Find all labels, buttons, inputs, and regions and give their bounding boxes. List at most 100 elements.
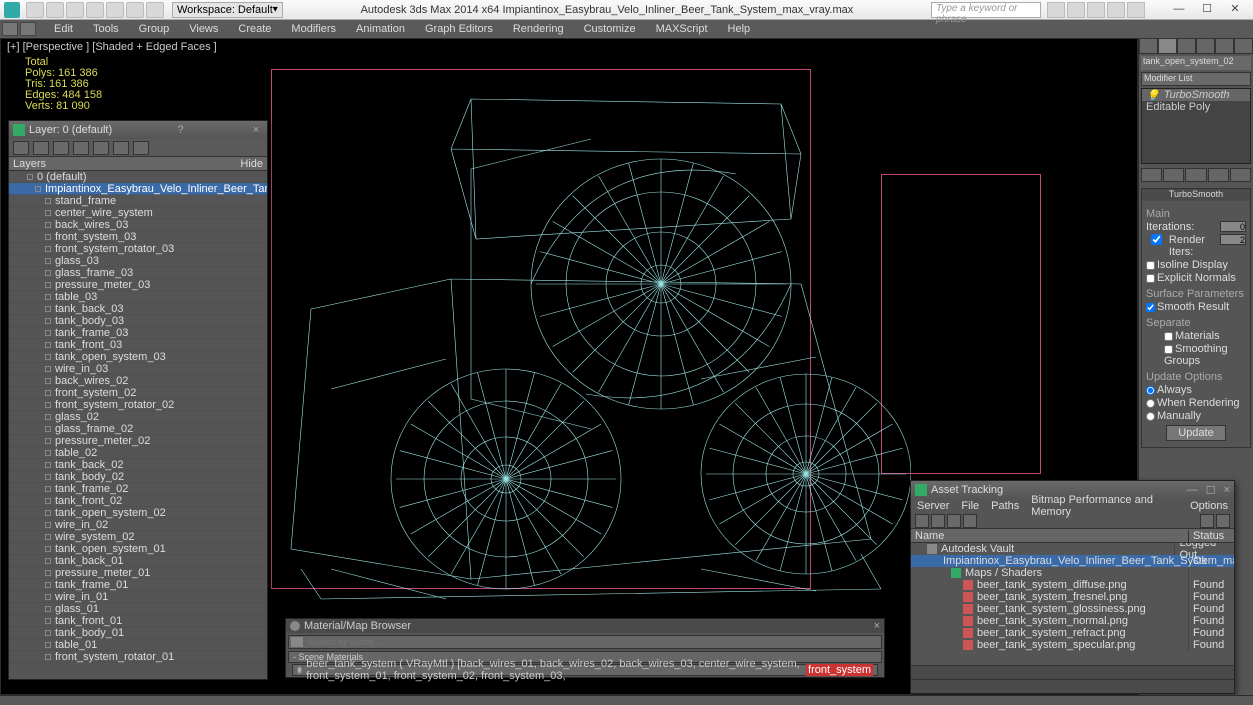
render-iters-checkbox[interactable] <box>1146 234 1167 245</box>
tab-modify[interactable] <box>1158 38 1177 54</box>
layer-node[interactable]: tank_front_02 <box>9 495 267 507</box>
configure-sets-icon[interactable] <box>1230 168 1251 182</box>
help-icon[interactable] <box>1216 514 1230 528</box>
render-iters-spinner[interactable] <box>1220 234 1246 245</box>
workspace-selector[interactable]: Workspace: Default ▾ <box>172 2 283 18</box>
tab-utilities[interactable] <box>1234 38 1253 54</box>
stack-item-editable-poly[interactable]: Editable Poly <box>1142 101 1250 113</box>
minimize-button[interactable]: — <box>1187 484 1198 497</box>
modifier-stack[interactable]: 💡TurboSmooth Editable Poly <box>1141 88 1251 164</box>
close-button[interactable]: ✕ <box>1221 1 1249 19</box>
menu-customize[interactable]: Customize <box>574 22 646 36</box>
layer-node[interactable]: front_system_02 <box>9 387 267 399</box>
layer-node[interactable]: center_wire_system <box>9 207 267 219</box>
signin-icon[interactable] <box>1067 2 1085 18</box>
asset-row[interactable]: beer_tank_system_specular.pngFound <box>911 639 1234 651</box>
qat-btn[interactable] <box>106 2 124 18</box>
update-button[interactable]: Update <box>1166 425 1226 441</box>
help-icon[interactable] <box>1127 2 1145 18</box>
menu-group[interactable]: Group <box>129 22 180 36</box>
layer-node[interactable]: glass_frame_03 <box>9 267 267 279</box>
asset-menu-server[interactable]: Server <box>917 500 949 512</box>
search-icon[interactable] <box>291 637 303 647</box>
object-name-field[interactable]: tank_open_system_02 <box>1141 56 1251 70</box>
asset-row[interactable]: beer_tank_system_fresnel.pngFound <box>911 591 1234 603</box>
delete-layer-icon[interactable] <box>33 141 49 155</box>
asset-row[interactable]: beer_tank_system_glossiness.pngFound <box>911 603 1234 615</box>
layer-node[interactable]: tank_back_01 <box>9 555 267 567</box>
smooth-result-checkbox[interactable] <box>1146 303 1155 312</box>
maximize-button[interactable]: ☐ <box>1193 1 1221 19</box>
layer-node[interactable]: glass_02 <box>9 411 267 423</box>
layer-node[interactable]: 0 (default) <box>9 171 267 183</box>
pin-stack-icon[interactable] <box>1141 168 1162 182</box>
asset-menu-file[interactable]: File <box>961 500 979 512</box>
close-icon[interactable]: × <box>249 124 263 136</box>
layer-node[interactable]: tank_frame_03 <box>9 327 267 339</box>
refresh-icon[interactable] <box>915 514 929 528</box>
hide-unhide-icon[interactable] <box>113 141 129 155</box>
app-icon[interactable] <box>4 2 20 18</box>
isoline-checkbox[interactable] <box>1146 261 1155 270</box>
asset-menu-paths[interactable]: Paths <box>991 500 1019 512</box>
layer-window-header[interactable]: Layer: 0 (default) ? × <box>9 121 267 139</box>
asset-row[interactable]: beer_tank_system_normal.pngFound <box>911 615 1234 627</box>
toolbar-icon[interactable] <box>20 22 36 36</box>
search-icon[interactable] <box>1047 2 1065 18</box>
help-icon[interactable]: ? <box>178 124 184 136</box>
smoothing-groups-checkbox[interactable] <box>1164 345 1173 354</box>
qat-btn[interactable] <box>66 2 84 18</box>
status-icon[interactable] <box>931 514 945 528</box>
close-icon[interactable]: × <box>874 620 880 632</box>
layer-node[interactable]: glass_frame_02 <box>9 423 267 435</box>
layer-node[interactable]: back_wires_03 <box>9 219 267 231</box>
layer-node[interactable]: wire_in_01 <box>9 591 267 603</box>
update-manually-radio[interactable] <box>1146 412 1155 421</box>
layer-node[interactable]: tank_back_02 <box>9 459 267 471</box>
layer-node[interactable]: pressure_meter_01 <box>9 567 267 579</box>
menu-help[interactable]: Help <box>718 22 761 36</box>
layer-node[interactable]: wire_in_02 <box>9 519 267 531</box>
new-layer-icon[interactable] <box>13 141 29 155</box>
material-search-input[interactable] <box>305 637 881 647</box>
update-when-rendering-radio[interactable] <box>1146 399 1155 408</box>
layer-node[interactable]: stand_frame <box>9 195 267 207</box>
layer-node[interactable]: tank_front_01 <box>9 615 267 627</box>
layer-node[interactable]: table_03 <box>9 291 267 303</box>
menu-modifiers[interactable]: Modifiers <box>281 22 346 36</box>
asset-row[interactable]: Impiantinox_Easybrau_Velo_Inliner_Beer_T… <box>911 555 1234 567</box>
materials-checkbox[interactable] <box>1164 332 1173 341</box>
update-always-radio[interactable] <box>1146 386 1155 395</box>
select-highlight-icon[interactable] <box>73 141 89 155</box>
show-end-result-icon[interactable] <box>1163 168 1184 182</box>
layer-node[interactable]: front_system_rotator_03 <box>9 243 267 255</box>
layer-node[interactable]: tank_front_03 <box>9 339 267 351</box>
tab-create[interactable] <box>1139 38 1158 54</box>
menu-views[interactable]: Views <box>179 22 228 36</box>
asset-tree[interactable]: Autodesk VaultLogged OutImpiantinox_Easy… <box>911 543 1234 665</box>
layer-node[interactable]: tank_frame_02 <box>9 483 267 495</box>
tab-hierarchy[interactable] <box>1177 38 1196 54</box>
highlight-select-icon[interactable] <box>93 141 109 155</box>
layer-node[interactable]: tank_frame_01 <box>9 579 267 591</box>
menu-tools[interactable]: Tools <box>83 22 129 36</box>
explicit-normals-checkbox[interactable] <box>1146 274 1155 283</box>
remove-modifier-icon[interactable] <box>1208 168 1229 182</box>
add-to-layer-icon[interactable] <box>53 141 69 155</box>
layer-node[interactable]: pressure_meter_02 <box>9 435 267 447</box>
layer-tree[interactable]: 0 (default)Impiantinox_Easybrau_Velo_Inl… <box>9 171 267 679</box>
help-search-input[interactable]: Type a keyword or phrase <box>931 2 1041 18</box>
tab-motion[interactable] <box>1196 38 1215 54</box>
maximize-button[interactable]: ☐ <box>1206 484 1216 497</box>
qat-btn[interactable] <box>126 2 144 18</box>
layer-node[interactable]: tank_open_system_03 <box>9 351 267 363</box>
layer-node[interactable]: pressure_meter_03 <box>9 279 267 291</box>
qat-btn[interactable] <box>46 2 64 18</box>
layer-node[interactable]: table_01 <box>9 639 267 651</box>
make-unique-icon[interactable] <box>1185 168 1206 182</box>
layer-node[interactable]: front_system_rotator_01 <box>9 651 267 663</box>
iterations-spinner[interactable] <box>1220 221 1246 232</box>
asset-menu-options[interactable]: Options <box>1190 500 1228 512</box>
material-item[interactable]: beer_tank_system ( VRayMtl ) [back_wires… <box>292 664 878 676</box>
layer-node[interactable]: tank_open_system_02 <box>9 507 267 519</box>
